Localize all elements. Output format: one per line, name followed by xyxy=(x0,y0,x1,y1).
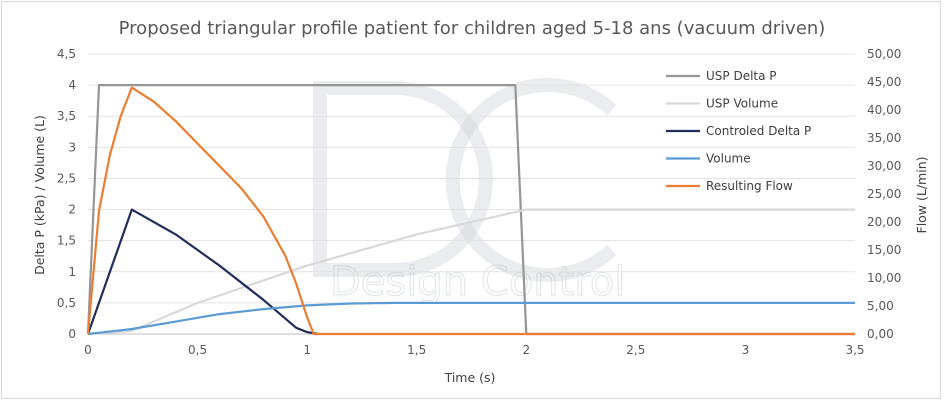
series-line-usp-volume xyxy=(87,208,855,336)
y-left-tick-label: 1 xyxy=(68,265,76,279)
chart-title: Proposed triangular profile patient for … xyxy=(119,18,826,39)
y-left-tick-label: 1,5 xyxy=(57,234,76,248)
y-left-axis-label: Delta P (kPa) / Volume (L) xyxy=(32,115,47,275)
y-right-tick-label: 10,00 xyxy=(867,271,901,285)
y-right-axis-ticks: 0,00 5,00 10,00 15,00 20,00 25,00 30,00 35,00 40… xyxy=(867,47,901,341)
legend-label-controled-delta-p: Controled Delta P xyxy=(706,124,811,138)
y-left-tick-label: 3 xyxy=(68,140,76,154)
x-tick-label: 0,5 xyxy=(188,343,207,357)
y-left-tick-label: 3,5 xyxy=(57,109,76,123)
y-right-tick-label: 30,00 xyxy=(867,159,901,173)
y-right-tick-label: 0,00 xyxy=(867,327,894,341)
y-left-tick-label: 2,5 xyxy=(57,171,76,185)
x-axis-label: Time (s) xyxy=(444,370,496,385)
y-right-tick-label: 25,00 xyxy=(867,187,901,201)
x-tick-label: 0 xyxy=(84,343,92,357)
x-tick-label: 1 xyxy=(303,343,311,357)
x-tick-label: 1,5 xyxy=(407,343,426,357)
x-axis-ticks: 0 0,5 1 1,5 2 2,5 3 3,5 xyxy=(84,343,864,357)
x-tick-label: 3,5 xyxy=(845,343,864,357)
y-right-tick-label: 15,00 xyxy=(867,243,901,257)
y-left-tick-label: 4 xyxy=(68,78,76,92)
y-left-tick-label: 2 xyxy=(68,203,76,217)
y-right-tick-label: 50,00 xyxy=(867,47,901,61)
legend: USP Delta P USP Volume Controled Delta P Vo… xyxy=(666,69,811,193)
y-right-tick-label: 20,00 xyxy=(867,215,901,229)
y-right-tick-label: 40,00 xyxy=(867,103,901,117)
watermark-text: Design Control xyxy=(330,259,625,305)
y-left-tick-label: 4,5 xyxy=(57,47,76,61)
y-right-tick-label: 35,00 xyxy=(867,131,901,145)
series-line-resulting-flow xyxy=(86,86,855,336)
y-right-tick-label: 45,00 xyxy=(867,75,901,89)
y-right-tick-label: 5,00 xyxy=(867,299,894,313)
series-line-volume xyxy=(87,301,855,336)
x-tick-label: 2,5 xyxy=(626,343,645,357)
legend-label-resulting-flow: Resulting Flow xyxy=(706,179,793,193)
x-tick-label: 3 xyxy=(742,343,750,357)
y-left-axis-ticks: 0 0,5 1 1,5 2 2,5 3 3,5 4 4,5 xyxy=(57,47,76,341)
x-tick-label: 2 xyxy=(522,343,530,357)
legend-label-volume: Volume xyxy=(706,152,751,166)
y-left-tick-label: 0 xyxy=(68,327,76,341)
y-left-tick-label: 0,5 xyxy=(57,296,76,310)
series-lines xyxy=(86,83,855,336)
legend-label-usp-delta-p: USP Delta P xyxy=(706,69,777,83)
legend-label-usp-volume: USP Volume xyxy=(706,97,778,111)
series-line-controled-delta-p xyxy=(86,208,319,336)
y-right-axis-label: Flow (L/min) xyxy=(914,156,929,233)
